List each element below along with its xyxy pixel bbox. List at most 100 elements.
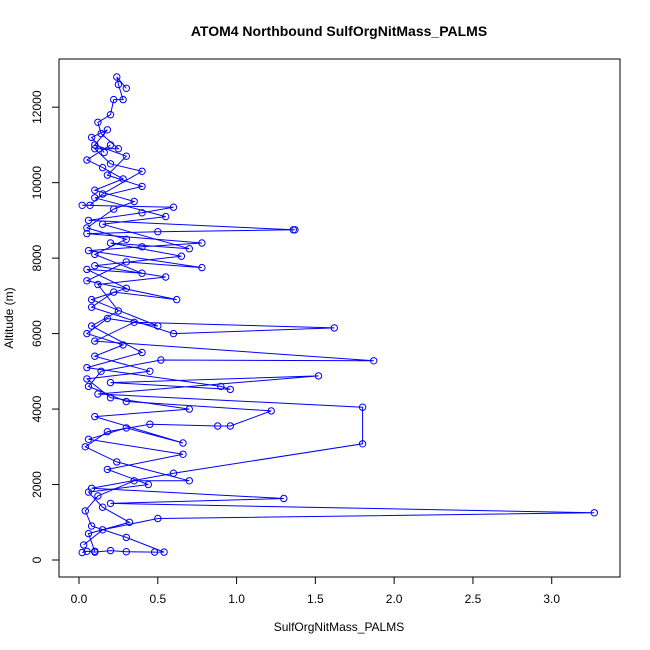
data-point-0-47 — [98, 190, 107, 198]
data-point-1-10 — [94, 390, 102, 398]
data-point-2-2 — [125, 518, 134, 526]
data-point-1-23 — [106, 239, 115, 247]
data-point-1-25 — [98, 220, 107, 228]
data-point-2-28 — [110, 205, 118, 213]
data-point-0-13 — [113, 458, 121, 466]
data-point-2-22 — [122, 284, 131, 292]
data-point-0-8 — [87, 522, 96, 530]
data-point-1-5 — [280, 494, 288, 503]
data-point-0-46 — [86, 201, 94, 210]
data-point-0-43 — [138, 209, 146, 217]
data-point-0-27 — [330, 324, 338, 332]
data-point-1-32 — [103, 126, 112, 134]
data-point-1-18 — [114, 307, 123, 315]
data-point-2-23 — [83, 265, 91, 274]
series-line-2 — [85, 144, 190, 552]
data-point-0-51 — [114, 145, 123, 153]
data-point-0-7 — [122, 533, 131, 542]
y-tick-label: 0 — [30, 556, 44, 563]
data-point-2-9 — [122, 424, 131, 432]
x-tick-label: 1.5 — [307, 592, 324, 606]
data-point-2-10 — [179, 439, 187, 447]
data-point-0-18 — [226, 422, 235, 430]
data-point-0-17 — [214, 422, 222, 430]
data-point-2-5 — [144, 480, 153, 489]
data-point-0-10 — [94, 492, 102, 500]
x-axis: 0.0 0.5 1.0 1.5 2.0 2.5 3.0 — [71, 576, 560, 606]
y-tick-label: 10000 — [30, 166, 44, 200]
plot-data-layer — [78, 73, 598, 557]
data-point-0-48 — [138, 167, 146, 176]
data-point-0-6 — [160, 548, 168, 556]
data-point-0-15 — [103, 428, 112, 436]
data-point-2-11 — [91, 412, 99, 421]
data-point-2-25 — [91, 250, 99, 259]
data-point-1-2 — [154, 514, 162, 523]
data-point-0-55 — [110, 95, 118, 104]
data-point-0-39 — [154, 228, 162, 236]
data-point-0-59 — [122, 84, 131, 93]
y-tick-label: 4000 — [30, 395, 44, 422]
data-point-0-35 — [84, 246, 93, 255]
data-point-0-42 — [84, 216, 93, 225]
data-point-1-16 — [138, 348, 146, 357]
data-point-0-23 — [157, 356, 165, 364]
y-tick-label: 8000 — [30, 244, 44, 271]
x-axis-label: SulfOrgNitMass_PALMS — [274, 620, 404, 634]
data-point-2-34 — [106, 141, 115, 149]
data-point-2-26 — [122, 235, 131, 244]
x-tick-label: 2.5 — [465, 592, 482, 606]
data-point-0-20 — [122, 397, 131, 406]
data-point-1-26 — [162, 212, 170, 221]
data-point-2-12 — [185, 405, 194, 413]
y-tick-label: 6000 — [30, 320, 44, 347]
data-point-2-16 — [91, 352, 99, 360]
data-point-0-12 — [185, 477, 194, 485]
data-point-0-57 — [114, 80, 123, 89]
data-point-0-19 — [267, 407, 275, 415]
data-point-1-17 — [87, 322, 96, 330]
data-point-2-7 — [179, 450, 187, 458]
x-tick-label: 0.0 — [71, 592, 88, 606]
data-point-0-45 — [78, 201, 86, 210]
data-point-0-36 — [138, 243, 146, 251]
data-point-0-56 — [119, 95, 127, 104]
data-point-1-13 — [226, 385, 235, 394]
data-point-2-13 — [106, 394, 115, 402]
data-point-0-32 — [83, 277, 91, 285]
data-point-0-28 — [169, 329, 178, 338]
data-point-2-20 — [154, 322, 162, 330]
data-point-1-22 — [177, 252, 186, 260]
series-line-1 — [83, 129, 595, 546]
data-point-0-29 — [87, 303, 96, 311]
data-point-2-33 — [83, 156, 91, 164]
y-tick-label: 2000 — [30, 471, 44, 498]
chart-title: ATOM4 Northbound SulfOrgNitMass_PALMS — [191, 23, 487, 39]
x-tick-label: 3.0 — [543, 592, 560, 606]
data-point-0-31 — [173, 295, 181, 304]
data-point-1-14 — [217, 382, 225, 391]
data-point-1-11 — [314, 372, 323, 380]
data-point-2-14 — [83, 375, 91, 383]
x-tick-label: 2.0 — [386, 592, 403, 606]
y-axis: 0 2000 4000 6000 8000 10000 12000 — [30, 90, 60, 563]
data-point-1-27 — [91, 194, 99, 202]
data-point-2-24 — [138, 269, 146, 277]
data-point-1-8 — [358, 440, 367, 448]
data-point-0-38 — [83, 229, 91, 238]
data-point-1-1 — [98, 526, 107, 534]
data-point-1-33 — [87, 133, 96, 142]
x-tick-label: 1.0 — [228, 592, 245, 606]
data-point-0-53 — [94, 118, 102, 127]
data-point-0-50 — [91, 145, 99, 153]
data-point-1-20 — [162, 273, 170, 281]
data-point-2-0 — [91, 547, 99, 555]
data-point-2-4 — [84, 488, 93, 496]
data-point-2-15 — [146, 367, 154, 375]
data-point-0-44 — [169, 203, 178, 211]
data-point-0-41 — [289, 226, 297, 234]
data-point-2-3 — [98, 503, 107, 511]
data-point-1-24 — [185, 245, 194, 253]
y-axis-label: Altitude (m) — [2, 287, 16, 348]
